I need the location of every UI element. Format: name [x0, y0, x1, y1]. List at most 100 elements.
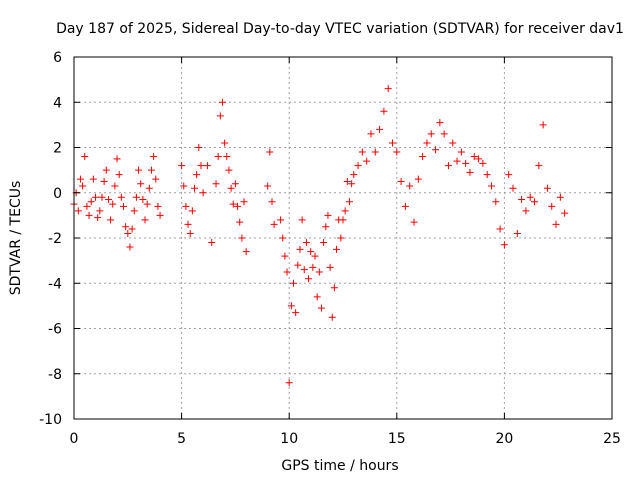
y-tick-label: 6 [53, 50, 62, 66]
data-point [487, 182, 495, 190]
x-axis-label: GPS time / hours [281, 458, 398, 474]
data-point [423, 139, 431, 147]
data-point [212, 180, 220, 188]
data-point [522, 207, 530, 215]
grid [74, 57, 612, 419]
data-point [227, 184, 235, 192]
data-point [76, 175, 84, 183]
data-point [479, 159, 487, 167]
data-point [107, 216, 115, 224]
data-point [427, 130, 435, 138]
data-point [326, 263, 334, 271]
data-point [354, 162, 362, 170]
data-point [234, 202, 242, 210]
data-point [124, 229, 132, 237]
data-point [218, 98, 226, 106]
data-point [221, 139, 229, 147]
data-point [203, 162, 211, 170]
data-point [526, 193, 534, 201]
data-point [137, 180, 145, 188]
data-point [102, 166, 110, 174]
chart-title: Day 187 of 2025, Sidereal Day-to-day VTE… [56, 21, 624, 37]
y-tick-label: 2 [53, 141, 62, 157]
data-point [500, 241, 508, 249]
data-point [285, 379, 293, 387]
data-point [154, 202, 162, 210]
y-tick-label: 0 [53, 186, 62, 202]
data-point [543, 184, 551, 192]
y-tick-label: -8 [48, 367, 62, 383]
data-point [348, 180, 356, 188]
data-point [266, 148, 274, 156]
data-point [87, 198, 95, 206]
data-point [193, 171, 201, 179]
data-point [74, 207, 82, 215]
data-point [208, 239, 216, 247]
data-point [561, 209, 569, 217]
data-point [191, 184, 199, 192]
data-point [180, 182, 188, 190]
data-point [505, 171, 513, 179]
data-point [317, 304, 325, 312]
data-point [397, 177, 405, 185]
data-point [195, 144, 203, 151]
data-point [388, 139, 396, 147]
data-point [292, 309, 300, 317]
data-point [509, 184, 517, 192]
data-point [100, 177, 108, 185]
data-point [496, 225, 504, 233]
data-point [89, 175, 97, 183]
data-point [311, 252, 319, 260]
data-point [186, 229, 194, 237]
data-point [130, 207, 138, 215]
y-axis-label: SDTVAR / TECUs [8, 181, 24, 296]
data-point [122, 223, 130, 231]
data-point [548, 202, 556, 210]
data-point [393, 148, 401, 156]
data-point [225, 166, 233, 174]
data-point [96, 207, 104, 215]
x-tick-label: 20 [495, 431, 513, 447]
y-tick-label: -2 [48, 231, 62, 247]
data-point [199, 189, 207, 197]
data-point [104, 196, 112, 204]
x-tick-label: 15 [388, 431, 406, 447]
data-point [135, 166, 143, 174]
data-point [139, 196, 147, 204]
x-tick-label: 0 [70, 431, 79, 447]
data-point [277, 216, 285, 224]
data-point [466, 168, 474, 176]
data-point [92, 193, 100, 201]
data-point [419, 153, 427, 161]
data-point [128, 225, 136, 233]
data-points [70, 85, 569, 387]
data-point [156, 211, 164, 219]
data-point [401, 202, 409, 210]
data-point [475, 155, 483, 163]
data-point [223, 153, 231, 161]
data-point [231, 180, 239, 188]
data-point [330, 284, 338, 292]
data-point [444, 162, 452, 170]
x-tick-label: 5 [177, 431, 186, 447]
data-point [309, 263, 317, 271]
data-point [184, 220, 192, 228]
data-point [85, 211, 93, 219]
data-point [343, 177, 351, 185]
data-point [380, 107, 388, 115]
data-point [367, 130, 375, 138]
data-point [300, 266, 308, 274]
data-point [457, 148, 465, 156]
data-point [414, 175, 422, 183]
data-point [126, 243, 134, 251]
data-point [117, 193, 125, 201]
data-point [270, 220, 278, 228]
data-point [94, 214, 102, 222]
data-point [294, 261, 302, 269]
data-point [236, 218, 244, 226]
data-point [238, 234, 246, 242]
data-point [143, 200, 151, 208]
data-point [315, 268, 323, 276]
data-point [313, 293, 321, 301]
data-point [296, 245, 304, 253]
